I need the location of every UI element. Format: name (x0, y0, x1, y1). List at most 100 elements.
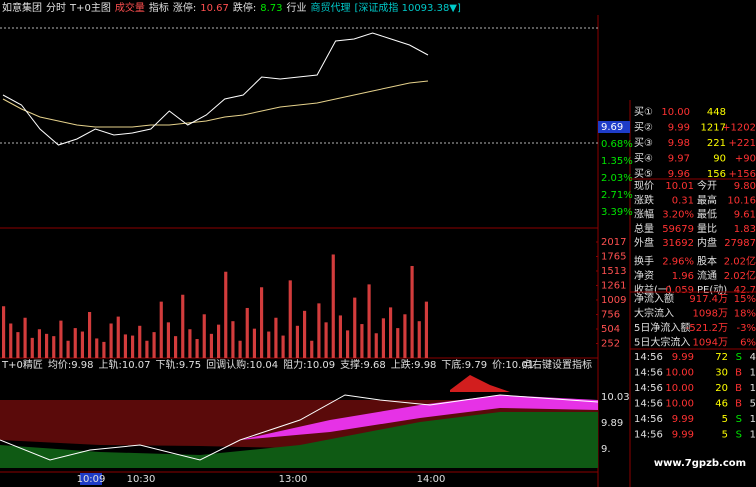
stat-value: 0.31 (672, 195, 694, 206)
volume-bar (281, 335, 285, 358)
volume-bar (260, 287, 264, 358)
trade-cell: 72 (715, 352, 728, 363)
flow-pct: 15% (734, 294, 756, 305)
volume-bar (23, 317, 27, 358)
price-axis-label: 2.03% (601, 173, 633, 184)
ob-volume: 90 (713, 154, 726, 165)
volume-bar (381, 318, 385, 358)
trade-cell: S (736, 430, 742, 441)
price-axis-label: 2.71% (601, 190, 633, 201)
volume-bar (9, 323, 13, 358)
trade-cell: B (735, 368, 742, 379)
trade-cell: 20 (715, 383, 728, 394)
stat-value: 2.96% (662, 257, 694, 268)
volume-bar (238, 340, 242, 358)
trade-cell: 5 (750, 399, 756, 410)
volume-bar (331, 254, 335, 358)
ob-label: 买① (634, 106, 653, 118)
volume-bar (374, 333, 378, 358)
header-item: [深证成指 10093.38▼] (355, 1, 461, 14)
indicator-item: T+0精匠 (1, 358, 43, 371)
header-item: 成交量 (115, 1, 145, 14)
volume-tick-label: 1513 (601, 266, 626, 277)
volume-bar (360, 324, 364, 358)
stat-value: 9.80 (734, 181, 756, 192)
stat-label: 净资 (634, 269, 654, 282)
trade-cell: 5 (722, 414, 728, 425)
flow-label: 大宗流入 (634, 307, 674, 320)
ob-price: 9.96 (668, 169, 690, 180)
volume-bar (88, 311, 92, 358)
trade-cell: 5 (722, 430, 728, 441)
stat-value: 27987 (724, 238, 756, 249)
volume-bar (95, 338, 99, 358)
indicator-line (0, 394, 599, 461)
price-axis-label: 1.35% (601, 156, 633, 167)
volume-bar (424, 301, 428, 358)
flow-label: 净流入额 (634, 292, 674, 305)
volume-bar (396, 328, 400, 358)
volume-bar (410, 265, 414, 358)
stat-label: 股本 (697, 255, 717, 268)
volume-bar (417, 321, 421, 358)
trade-cell: 10.00 (665, 368, 694, 379)
volume-bar (152, 332, 156, 358)
stat-value: 3.20% (662, 210, 694, 221)
flow-pct: 6% (740, 338, 756, 349)
indicator-area (450, 375, 510, 392)
header-item: 10.67 (200, 3, 229, 14)
indicator-item: 价:10.01 (492, 359, 534, 371)
trade-cell: 1 (750, 383, 756, 394)
stat-value: 2.02亿 (724, 269, 756, 282)
watermark: www.7gpzb.com (654, 458, 746, 469)
trade-cell: 1 (750, 368, 756, 379)
indicator-item: 回调认购:10.04 (206, 358, 278, 371)
stat-value: 42.7 (734, 285, 756, 296)
indicator-item: 上轨:10.07 (99, 358, 151, 371)
stat-label: 今开 (697, 179, 717, 192)
stat-label: 外盘 (634, 236, 654, 249)
ob-price: 9.97 (668, 154, 690, 165)
volume-tick-label: 756 (601, 310, 620, 321)
volume-bar (37, 329, 41, 358)
ob-volume: 156 (707, 169, 726, 180)
header-item: 分时 (46, 2, 66, 14)
trade-cell: 14:56 (634, 368, 663, 379)
trade-cell: 14:56 (634, 352, 663, 363)
time-label: 14:00 (417, 474, 446, 485)
ob-price: 10.00 (661, 107, 690, 118)
volume-bar (231, 321, 235, 358)
flow-value: -521.2万 (686, 323, 728, 334)
stat-value: 2.02亿 (724, 255, 756, 268)
volume-bar (288, 280, 292, 358)
header-item: 8.73 (260, 3, 282, 14)
header-item: 跌停: (233, 1, 256, 14)
trade-cell: B (735, 399, 742, 410)
average-line (2, 80, 429, 128)
trade-cell: 1 (750, 430, 756, 441)
volume-bar (403, 314, 407, 358)
trade-cell: 14:56 (634, 414, 663, 425)
volume-bar (66, 340, 70, 358)
volume-bar (109, 323, 113, 358)
stat-label: 涨幅 (634, 208, 654, 221)
stat-label: PE(动) (697, 284, 727, 296)
ob-change: +1202 (722, 123, 756, 134)
stat-label: 量比 (697, 223, 717, 235)
stat-value: 10.01 (665, 181, 694, 192)
indicator-header: T+0精匠 均价:9.98 上轨:10.07 下轨:9.75 回调认购:10.04 阻力:… (1, 358, 534, 371)
volume-tick-label: 1765 (601, 251, 626, 262)
indicator-axis-label: 10.03 (601, 392, 630, 403)
trade-cell: S (736, 352, 742, 363)
stat-value: 9.61 (734, 210, 756, 221)
stat-label: 涨跌 (634, 193, 654, 206)
trade-cell: 4 (750, 352, 756, 363)
volume-bar (145, 340, 149, 358)
trade-cell: 10.00 (665, 399, 694, 410)
time-label: 10:30 (127, 474, 156, 485)
trade-cell: S (736, 414, 742, 425)
volume-bar (303, 310, 307, 358)
volume-bar (174, 336, 178, 358)
volume-bar (138, 325, 142, 358)
volume-bar (267, 331, 271, 358)
